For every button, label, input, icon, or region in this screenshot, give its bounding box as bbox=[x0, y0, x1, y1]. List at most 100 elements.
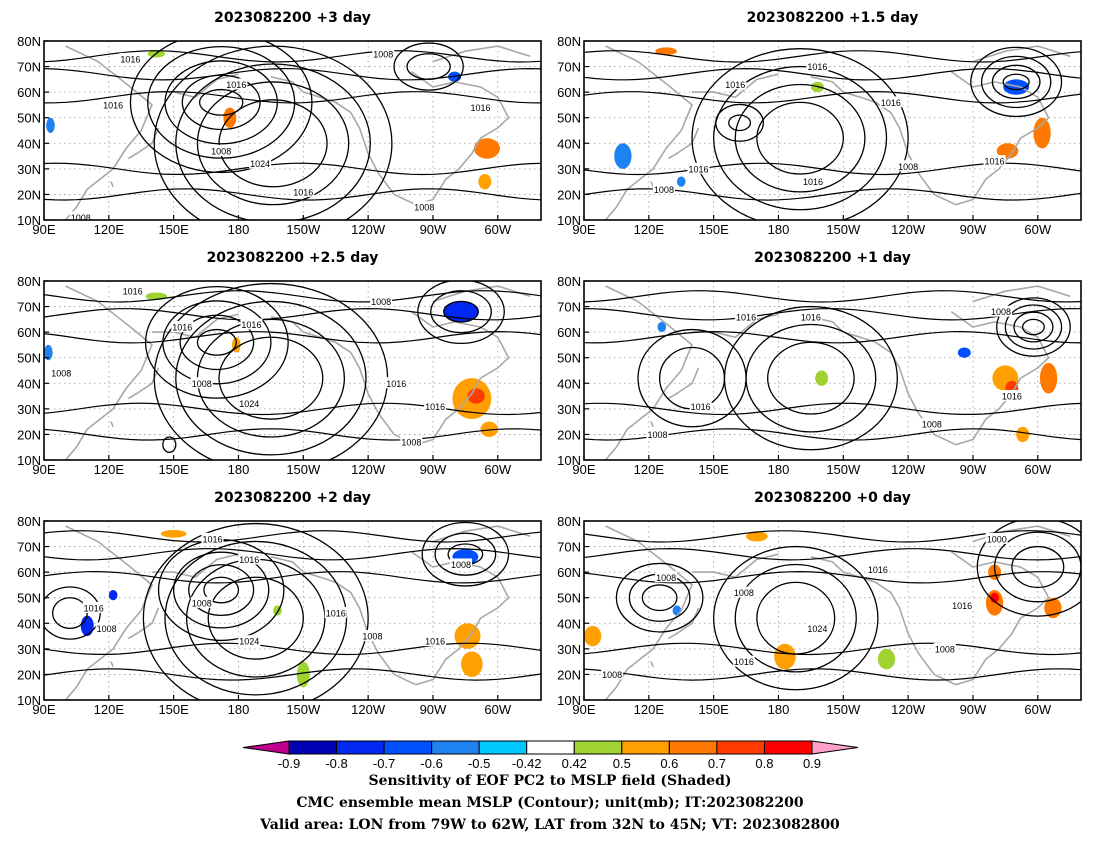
coastline bbox=[64, 285, 153, 460]
map-frame bbox=[583, 280, 1082, 461]
contour-label: 1008 bbox=[362, 632, 382, 642]
isobar-contour bbox=[44, 50, 541, 63]
contour-label: 1016 bbox=[803, 177, 823, 187]
y-tick-label: 30N bbox=[17, 642, 41, 657]
x-tick-label: 60W bbox=[484, 462, 511, 477]
x-tick-label: 180 bbox=[768, 702, 790, 717]
isobar-contour bbox=[745, 323, 877, 433]
contour-label: 1008 bbox=[991, 307, 1011, 317]
map-panel: 1016 1016 1008 1016 1024 1016 1008 1016 1008 1008… bbox=[17, 10, 542, 237]
contour-label-bg bbox=[879, 96, 902, 108]
y-tick-label: 50N bbox=[17, 351, 41, 366]
coastline bbox=[972, 285, 1071, 303]
sensitivity-shading bbox=[657, 321, 667, 333]
sensitivity-shading bbox=[478, 173, 492, 190]
contour-label: 1008 bbox=[401, 438, 421, 448]
sensitivity-shading bbox=[108, 590, 118, 601]
x-tick-label: 120W bbox=[351, 222, 386, 237]
contour-label: 1016 bbox=[425, 637, 445, 647]
coastline bbox=[110, 181, 114, 188]
contour-label-bg bbox=[190, 377, 213, 389]
sensitivity-shading bbox=[461, 651, 483, 677]
contour-label-bg bbox=[372, 47, 395, 59]
y-tick-label: 10N bbox=[17, 693, 41, 708]
y-tick-label: 60N bbox=[17, 565, 41, 580]
isobar-contour bbox=[756, 101, 844, 175]
coastline bbox=[810, 556, 957, 686]
isobar-contour bbox=[44, 586, 101, 640]
y-tick-label: 20N bbox=[17, 427, 41, 442]
contour-label: 1024 bbox=[250, 159, 270, 169]
y-tick-label: 40N bbox=[17, 616, 41, 631]
isobar-contour bbox=[713, 65, 888, 211]
contour-label-bg bbox=[292, 185, 315, 197]
colorbar-swatch bbox=[668, 740, 718, 755]
isobar-contour bbox=[715, 103, 765, 142]
isobar-contour bbox=[181, 74, 261, 131]
y-tick-label: 60N bbox=[17, 325, 41, 340]
x-tick-label: 90W bbox=[960, 702, 987, 717]
contour-label-bg bbox=[201, 532, 224, 544]
isobar-contour bbox=[1002, 73, 1030, 91]
y-tick-label: 60N bbox=[557, 85, 581, 100]
y-tick-label: 40N bbox=[557, 616, 581, 631]
y-tick-label: 80N bbox=[557, 514, 581, 529]
x-tick-label: 90W bbox=[960, 222, 987, 237]
coastline bbox=[127, 367, 160, 400]
contour-label-bg bbox=[370, 295, 393, 307]
y-tick-label: 30N bbox=[557, 402, 581, 417]
coastline bbox=[972, 45, 1071, 63]
coastline bbox=[810, 76, 957, 206]
coastline bbox=[127, 127, 160, 160]
contour-label: 1024 bbox=[239, 399, 259, 409]
coastline bbox=[950, 311, 1050, 446]
contour-label: 1008 bbox=[211, 146, 231, 156]
colorbar-swatch bbox=[621, 740, 670, 755]
isobar-contour bbox=[584, 402, 1081, 416]
contour-label: 1008 bbox=[414, 203, 434, 213]
contour-label: 1016 bbox=[1002, 392, 1022, 402]
contour-label-bg bbox=[687, 162, 710, 174]
x-tick-label: 90E bbox=[572, 462, 595, 477]
isobar-contour bbox=[584, 90, 1081, 104]
x-tick-label: 150W bbox=[286, 222, 321, 237]
contour-label: 1024 bbox=[239, 637, 259, 647]
isobar-contour bbox=[44, 188, 541, 201]
contour-label: 1008 bbox=[898, 162, 918, 172]
isobar-contour bbox=[584, 290, 1081, 303]
isobar-contour bbox=[44, 91, 541, 104]
colorbar-swatch bbox=[336, 740, 385, 755]
contour-label: 1000 bbox=[987, 534, 1007, 544]
contour-label-bg bbox=[469, 101, 492, 113]
contour-label-bg bbox=[225, 78, 248, 90]
contour-label-bg bbox=[121, 285, 144, 297]
coastline bbox=[432, 285, 531, 303]
x-tick-label: 90W bbox=[420, 222, 447, 237]
x-tick-label: 120E bbox=[94, 462, 125, 477]
sensitivity-shading bbox=[1039, 362, 1058, 394]
contour-label-bg bbox=[933, 642, 956, 654]
sensitivity-shading bbox=[480, 421, 498, 437]
isobar-contour bbox=[44, 530, 541, 543]
x-tick-label: 120E bbox=[94, 702, 125, 717]
map-frame bbox=[583, 520, 1082, 701]
y-tick-label: 30N bbox=[17, 162, 41, 177]
contour-label-bg bbox=[646, 428, 669, 440]
colorbar-swatch bbox=[763, 740, 813, 755]
y-tick-label: 10N bbox=[557, 213, 581, 228]
contour-label: 1016 bbox=[725, 80, 745, 90]
contour-label-bg bbox=[95, 622, 118, 634]
y-tick-label: 80N bbox=[17, 514, 41, 529]
y-tick-label: 10N bbox=[17, 213, 41, 228]
map-frame bbox=[583, 40, 1082, 221]
contour-label-bg bbox=[324, 607, 347, 619]
x-tick-label: 90E bbox=[572, 222, 595, 237]
contour-label-bg bbox=[424, 400, 447, 412]
contour-label-bg bbox=[689, 400, 712, 412]
colorbar-label: 0.9 bbox=[803, 756, 821, 771]
coastline bbox=[410, 551, 510, 686]
contour-label: 1008 bbox=[97, 624, 117, 634]
isobar-contour bbox=[1013, 311, 1054, 343]
isobar-contour bbox=[756, 581, 836, 655]
contour-label: 1008 bbox=[935, 644, 955, 654]
